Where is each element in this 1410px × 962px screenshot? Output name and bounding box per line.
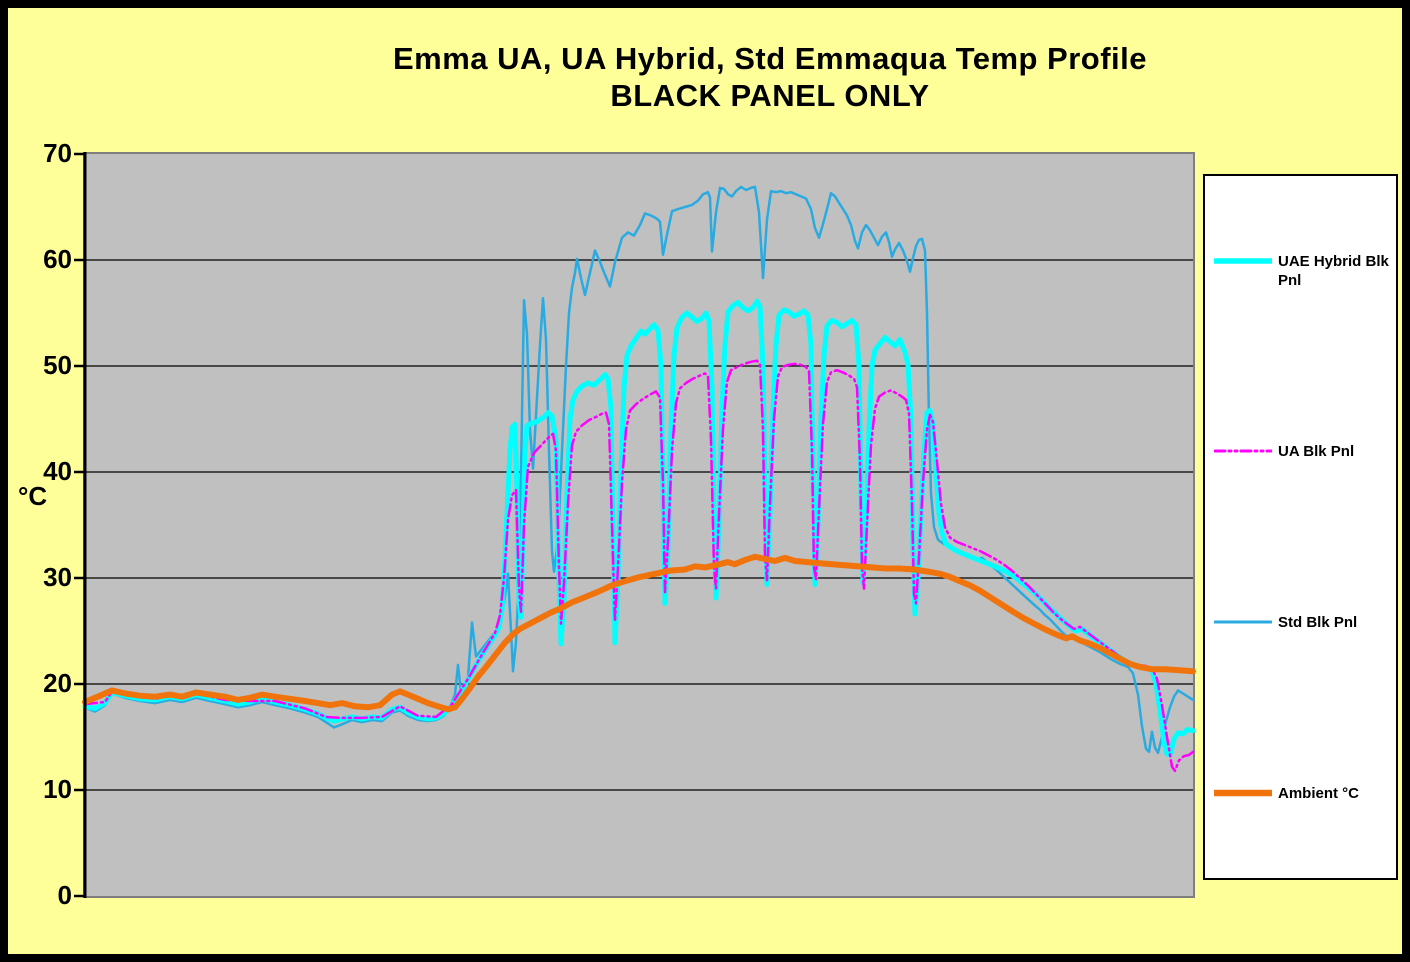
- legend-label: UA Blk Pnl: [1278, 443, 1355, 461]
- y-tick-label: 30: [43, 562, 72, 592]
- series-line-ambient: [82, 553, 1196, 713]
- plot-area: [74, 152, 1196, 898]
- legend-item-uae-hybrid: UAE Hybrid Blk Pnl: [1214, 251, 1396, 290]
- legend: UAE Hybrid Blk Pnl UA Blk Pnl Std Blk Pn…: [1203, 174, 1398, 880]
- legend-swatch-ua: [1214, 449, 1272, 453]
- chart-title-line1: Emma UA, UA Hybrid, Std Emmaqua Temp Pro…: [392, 41, 1148, 76]
- legend-item-ua: UA Blk Pnl: [1214, 441, 1396, 461]
- series-line-ua: [83, 359, 1195, 773]
- chart-svg: [74, 152, 1196, 898]
- series-line-uae_hybrid: [82, 298, 1196, 758]
- legend-swatch-ambient: [1214, 789, 1272, 796]
- y-tick-label: 50: [43, 350, 72, 380]
- y-tick-label: 0: [57, 880, 72, 910]
- legend-item-ambient: Ambient °C: [1214, 783, 1396, 803]
- legend-label: UAE Hybrid Blk Pnl: [1278, 253, 1389, 290]
- legend-swatch-std: [1214, 620, 1272, 624]
- y-tick-label: 60: [43, 244, 72, 274]
- legend-label: Std Blk Pnl: [1278, 613, 1358, 631]
- legend-label: Ambient °C: [1278, 784, 1359, 802]
- y-tick-label: 20: [43, 668, 72, 698]
- legend-item-std: Std Blk Pnl: [1214, 612, 1396, 632]
- y-tick-label: 40: [43, 456, 72, 486]
- series-line-std: [83, 185, 1195, 755]
- chart-title: Emma UA, UA Hybrid, Std Emmaqua Temp Pro…: [130, 40, 1410, 114]
- chart-title-line2: BLACK PANEL ONLY: [610, 78, 930, 113]
- y-tick-label: 10: [43, 774, 72, 804]
- legend-swatch-uae-hybrid: [1214, 258, 1272, 265]
- y-tick-label: 70: [43, 138, 72, 168]
- y-axis-unit-label: °C: [18, 481, 48, 511]
